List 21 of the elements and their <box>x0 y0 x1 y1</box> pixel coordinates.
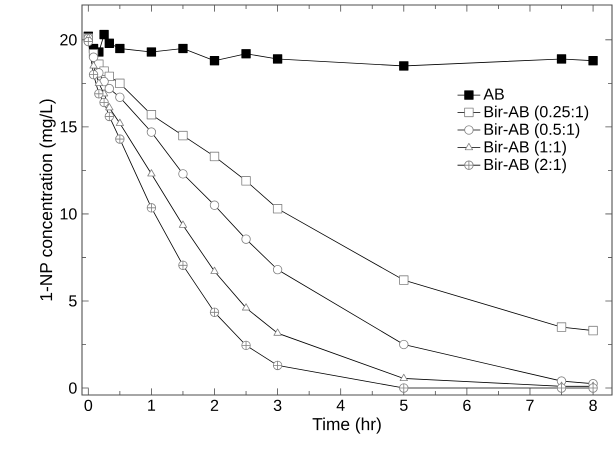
x-axis-title: Time (hr) <box>312 418 381 434</box>
x-tick-label: 7 <box>526 400 534 411</box>
y-tick-label: 15 <box>60 121 77 132</box>
legend-label: Bir-AB (0.25:1) <box>484 106 588 120</box>
legend-label: Bir-AB (1:1) <box>484 140 566 156</box>
legend-label: AB <box>483 88 504 100</box>
x-tick-label: 2 <box>210 400 218 411</box>
y-tick-label: 20 <box>60 34 77 46</box>
legend-label: Bir-AB (0.5:1) <box>484 123 580 138</box>
x-tick-label: 8 <box>589 400 597 412</box>
y-tick-label: 5 <box>69 295 77 307</box>
x-tick-label: 5 <box>400 400 408 411</box>
x-tick-label: 4 <box>336 400 345 411</box>
x-tick-label: 6 <box>463 400 471 412</box>
y-tick-label: 0 <box>69 382 77 394</box>
x-tick-label: 0 <box>84 400 92 412</box>
y-tick-label: 10 <box>60 208 77 220</box>
legend-label: Bir-AB (2:1) <box>484 158 566 174</box>
y-axis-title: 1-NP concentration (mg/L) <box>40 99 56 300</box>
x-tick-label: 1 <box>148 400 156 411</box>
x-tick-label: 3 <box>274 400 282 412</box>
